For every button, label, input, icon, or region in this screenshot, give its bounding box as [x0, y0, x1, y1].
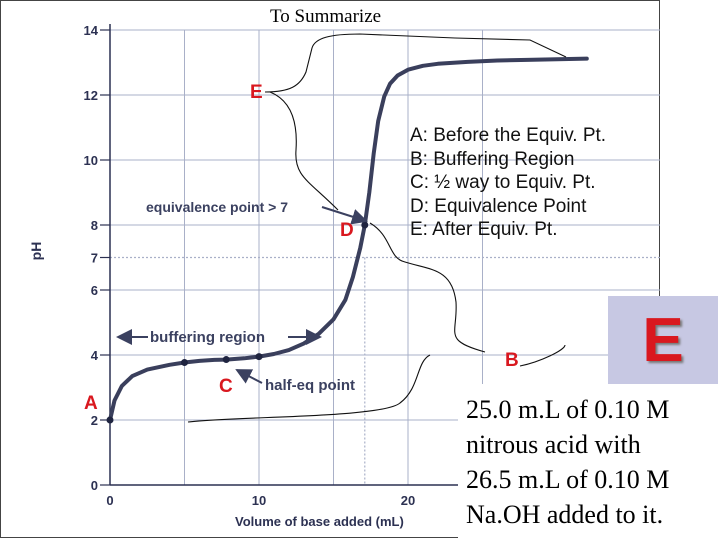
problem-line: nitrous acid with [466, 430, 641, 459]
annotation-buffering-region: buffering region [150, 329, 265, 346]
annotation-arrow [235, 369, 263, 384]
problem-line: 25.0 m.L of 0.10 M [466, 395, 670, 424]
data-point [106, 416, 114, 424]
callout-lines [187, 33, 567, 423]
chart-series [106, 56, 589, 424]
highlight-letter-box: E [608, 296, 718, 384]
y-tick-label: 4 [91, 348, 99, 363]
y-tick-label: 8 [91, 218, 98, 233]
y-tick-label: 2 [91, 413, 98, 428]
annotation-equivalence-point: equivalence point > 7 [146, 199, 288, 215]
problem-line: Na.OH added to it. [466, 500, 664, 529]
callout-line [269, 91, 339, 211]
chart-annotations: equivalence point > 7 buffering region hal… [84, 82, 519, 414]
legend-item-c: C: ½ way to Equiv. Pt. [410, 172, 596, 193]
data-point [255, 353, 263, 361]
problem-statement: 25.0 m.L of 0.10 M nitrous acid with 26.… [458, 384, 720, 540]
callout-line [519, 344, 566, 367]
chart-axes: 0 2 4 6 7 8 10 12 14 0 10 20 Volume of base added (m… [28, 23, 660, 529]
y-tick-label: 10 [84, 153, 98, 168]
legend-block: A: Before the Equiv. Pt. B: Buffering Re… [410, 124, 606, 242]
chart-grid [110, 29, 660, 486]
slide-title: To Summarize [270, 6, 382, 27]
x-axis-label: Volume of base added (mL) [235, 514, 404, 529]
y-tick-label: 6 [91, 283, 98, 298]
letter-a: A [84, 393, 98, 414]
data-point [181, 358, 188, 366]
problem-line: 26.5 m.L of 0.10 M [466, 465, 670, 494]
annotation-arrow [321, 206, 368, 225]
legend-item-e: E: After Equiv. Pt. [410, 219, 558, 240]
data-point [222, 356, 230, 364]
y-tick-label: 7 [91, 251, 98, 266]
annotation-half-eq-point: half-eq point [265, 377, 355, 394]
titration-curve [108, 56, 589, 422]
y-tick-label: 14 [84, 23, 99, 38]
x-tick-label: 10 [252, 493, 266, 508]
letter-b: B [505, 350, 519, 371]
letter-c: C [219, 376, 233, 397]
legend-item-d: D: Equivalence Point [410, 195, 587, 217]
y-tick-label: 12 [84, 88, 98, 103]
letter-e: E [250, 82, 263, 103]
callout-line [264, 33, 567, 93]
y-tick-label: 0 [91, 478, 98, 493]
x-tick-label: 20 [401, 493, 415, 508]
legend-item-a: A: Before the Equiv. Pt. [410, 125, 607, 146]
callout-line [369, 222, 486, 353]
data-point [361, 221, 369, 229]
letter-d: D [340, 220, 354, 241]
graph-frame [0, 0, 660, 538]
x-tick-label: 0 [106, 493, 113, 508]
callout-line [187, 354, 431, 423]
legend-item-b: B: Buffering Region [410, 148, 575, 170]
y-axis-label: pH [28, 242, 44, 261]
